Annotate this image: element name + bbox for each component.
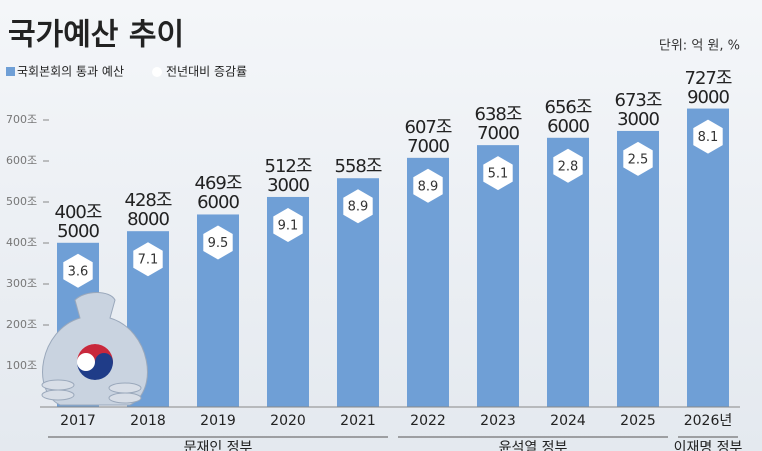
rate-label: 3.6 xyxy=(68,264,89,279)
unit-note: 단위: 억 원, % xyxy=(659,39,740,54)
value-label: 727조 9000 xyxy=(684,67,733,108)
y-tick-label: 100조 xyxy=(6,359,37,372)
value-label: 673조 3000 xyxy=(614,89,663,130)
rate-label: 9.5 xyxy=(208,236,229,251)
legend-swatch xyxy=(6,67,15,76)
x-tick-label: 2017 xyxy=(60,413,96,429)
rate-label: 8.9 xyxy=(418,179,439,194)
chart-title: 국가예산 추이 xyxy=(8,18,184,53)
legend-swatch xyxy=(152,67,162,77)
y-tick-label: 300조 xyxy=(6,277,37,290)
rate-hexagon xyxy=(343,189,373,224)
rate-hexagon xyxy=(273,208,303,242)
rate-hexagon xyxy=(133,242,163,277)
rate-hexagon xyxy=(553,148,583,183)
value-label: 428조 8000 xyxy=(124,190,173,231)
y-tick-label: 600조 xyxy=(6,154,37,167)
money-bag-illustration xyxy=(41,292,148,406)
rate-hexagon xyxy=(413,168,443,203)
value-label: 512조 3000 xyxy=(264,155,313,196)
value-label: 558조 xyxy=(334,156,383,178)
value-label: 656조 6000 xyxy=(544,96,593,137)
value-label: 469조 6000 xyxy=(194,173,243,214)
rate-label: 9.1 xyxy=(278,218,299,233)
rate-label: 7.1 xyxy=(138,253,159,268)
y-tick-label: 400조 xyxy=(6,236,37,249)
period-label: 이재명 정부 xyxy=(674,440,743,451)
y-tick-label: 200조 xyxy=(6,318,37,331)
x-tick-label: 2025 xyxy=(620,413,656,429)
value-label: 638조 7000 xyxy=(474,104,523,145)
x-tick-label: 2019 xyxy=(200,413,236,429)
y-tick-label: 700조 xyxy=(6,113,37,126)
rate-label: 8.1 xyxy=(698,130,719,145)
rate-hexagon xyxy=(203,225,233,260)
value-label: 400조 5000 xyxy=(54,201,103,242)
rate-label: 5.1 xyxy=(488,167,509,182)
rate-hexagon xyxy=(693,119,723,154)
x-tick-label: 2024 xyxy=(550,413,586,429)
x-tick-label: 2018 xyxy=(130,413,166,429)
rate-hexagon xyxy=(63,253,93,288)
period-label: 윤석열 정부 xyxy=(499,440,568,451)
x-tick-label: 2020 xyxy=(270,413,306,429)
rate-label: 8.9 xyxy=(348,200,369,215)
rate-label: 2.5 xyxy=(628,152,649,167)
value-label: 607조 7000 xyxy=(404,116,453,157)
bar xyxy=(617,130,659,407)
bar xyxy=(687,108,729,407)
y-tick-label: 500조 xyxy=(6,195,37,208)
legend-label: 국회본회의 통과 예산 xyxy=(17,65,124,79)
rate-label: 2.8 xyxy=(558,159,579,174)
rate-hexagon xyxy=(623,141,653,176)
x-tick-label: 2021 xyxy=(340,413,376,429)
x-tick-label: 2026년 xyxy=(684,413,733,429)
rate-hexagon xyxy=(483,156,513,191)
x-tick-label: 2022 xyxy=(410,413,446,429)
legend-label: 전년대비 증감률 xyxy=(166,65,247,79)
x-tick-label: 2023 xyxy=(480,413,516,429)
period-label: 문재인 정부 xyxy=(184,440,253,451)
